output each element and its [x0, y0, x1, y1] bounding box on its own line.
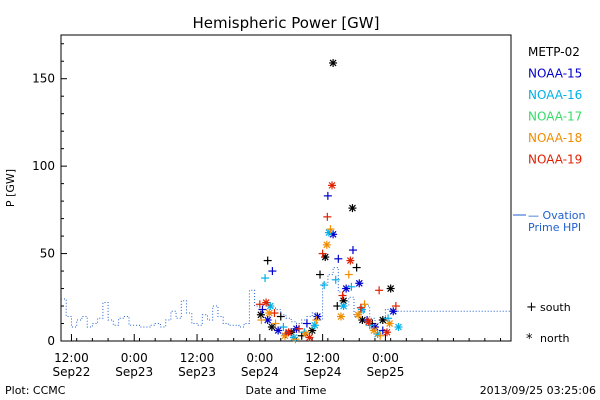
south-point	[323, 191, 332, 200]
north-point	[354, 310, 363, 319]
x-tick-date: Sep23	[178, 365, 216, 379]
footer-plot-credit: Plot: CCMC	[5, 384, 66, 397]
north-point	[355, 279, 364, 288]
south-point	[338, 291, 347, 300]
south-point	[348, 246, 357, 255]
north-point	[336, 312, 345, 321]
south-point	[384, 314, 393, 323]
south-point	[391, 302, 400, 311]
legend-entry: NOAA-18	[528, 131, 582, 145]
south-point	[268, 267, 277, 276]
north-point	[339, 302, 348, 311]
footer-timestamp: 2013/09/25 03:25:06	[480, 384, 596, 397]
south-point	[295, 324, 304, 333]
north-point	[342, 284, 351, 293]
ovation-prime-hpi-line	[61, 267, 511, 328]
south-point	[257, 316, 266, 325]
south-symbol: +	[526, 300, 537, 315]
north-point	[262, 298, 271, 307]
legend-entry: NOAA-17	[528, 110, 582, 124]
south-point	[270, 309, 279, 318]
legend-entry: METP-02	[528, 45, 580, 59]
south-point	[318, 249, 327, 258]
south-point	[258, 305, 267, 314]
north-point	[310, 321, 319, 330]
north-point	[389, 307, 398, 316]
south-point	[291, 335, 300, 344]
south-point	[316, 270, 325, 279]
y-tick-label: 150	[32, 72, 55, 86]
south-point	[334, 254, 343, 263]
legend-entry: NOAA-19	[528, 153, 582, 167]
north-point	[378, 316, 387, 325]
north-symbol: *	[526, 332, 533, 347]
north-point	[385, 319, 394, 328]
north-point	[328, 181, 337, 190]
x-tick-time: 0:00	[246, 351, 273, 365]
chart-title: Hemispheric Power [GW]	[193, 14, 380, 32]
south-point	[320, 281, 329, 290]
south-point	[323, 212, 332, 221]
south-point	[344, 270, 353, 279]
y-axis-label: P [GW]	[4, 169, 17, 207]
legend-entry: NOAA-16	[528, 88, 582, 102]
south-point	[376, 331, 385, 340]
legend-entry: NOAA-15	[528, 67, 582, 81]
x-tick-time: 0:00	[372, 351, 399, 365]
north-point	[394, 323, 403, 332]
north-point	[301, 330, 310, 339]
y-tick-label: 0	[47, 334, 55, 348]
y-tick-label: 100	[32, 159, 55, 173]
x-tick-time: 0:00	[121, 351, 148, 365]
south-point	[347, 282, 356, 291]
south-label: south	[540, 301, 571, 314]
x-axis-label: Date and Time	[246, 384, 327, 397]
x-tick-date: Sep22	[53, 365, 91, 379]
x-tick-date: Sep24	[304, 365, 342, 379]
north-point	[329, 58, 338, 67]
north-point	[313, 312, 322, 321]
south-point	[326, 225, 335, 234]
x-tick-time: 12:00	[180, 351, 215, 365]
north-point	[284, 328, 293, 337]
x-tick-date: Sep23	[115, 365, 153, 379]
x-tick-date: Sep24	[241, 365, 279, 379]
north-point	[348, 204, 357, 213]
north-point	[382, 328, 391, 337]
south-point	[302, 319, 311, 328]
south-point	[271, 319, 280, 328]
ovation-legend-line2: Prime HPI	[528, 221, 581, 234]
north-label: north	[540, 332, 570, 345]
south-point	[279, 323, 288, 332]
x-tick-time: 12:00	[54, 351, 89, 365]
north-point	[267, 323, 276, 332]
south-point	[352, 263, 361, 272]
south-point	[261, 274, 270, 283]
ovation-legend-line1: — Ovation	[528, 209, 586, 222]
north-point	[369, 326, 378, 335]
y-tick-label: 50	[40, 247, 55, 261]
south-point	[356, 303, 365, 312]
south-point	[312, 316, 321, 325]
south-point	[276, 312, 285, 321]
south-point	[331, 275, 340, 284]
x-tick-date: Sep25	[366, 365, 404, 379]
north-point	[305, 333, 314, 342]
north-point	[364, 317, 373, 326]
north-point	[386, 284, 395, 293]
north-point	[346, 256, 355, 265]
south-point	[255, 300, 264, 309]
north-point	[274, 326, 283, 335]
north-point	[324, 228, 333, 237]
north-point	[322, 240, 331, 249]
south-point	[263, 256, 272, 265]
x-tick-time: 12:00	[305, 351, 340, 365]
south-point	[360, 300, 369, 309]
south-point	[375, 286, 384, 295]
plot-frame	[60, 34, 512, 342]
